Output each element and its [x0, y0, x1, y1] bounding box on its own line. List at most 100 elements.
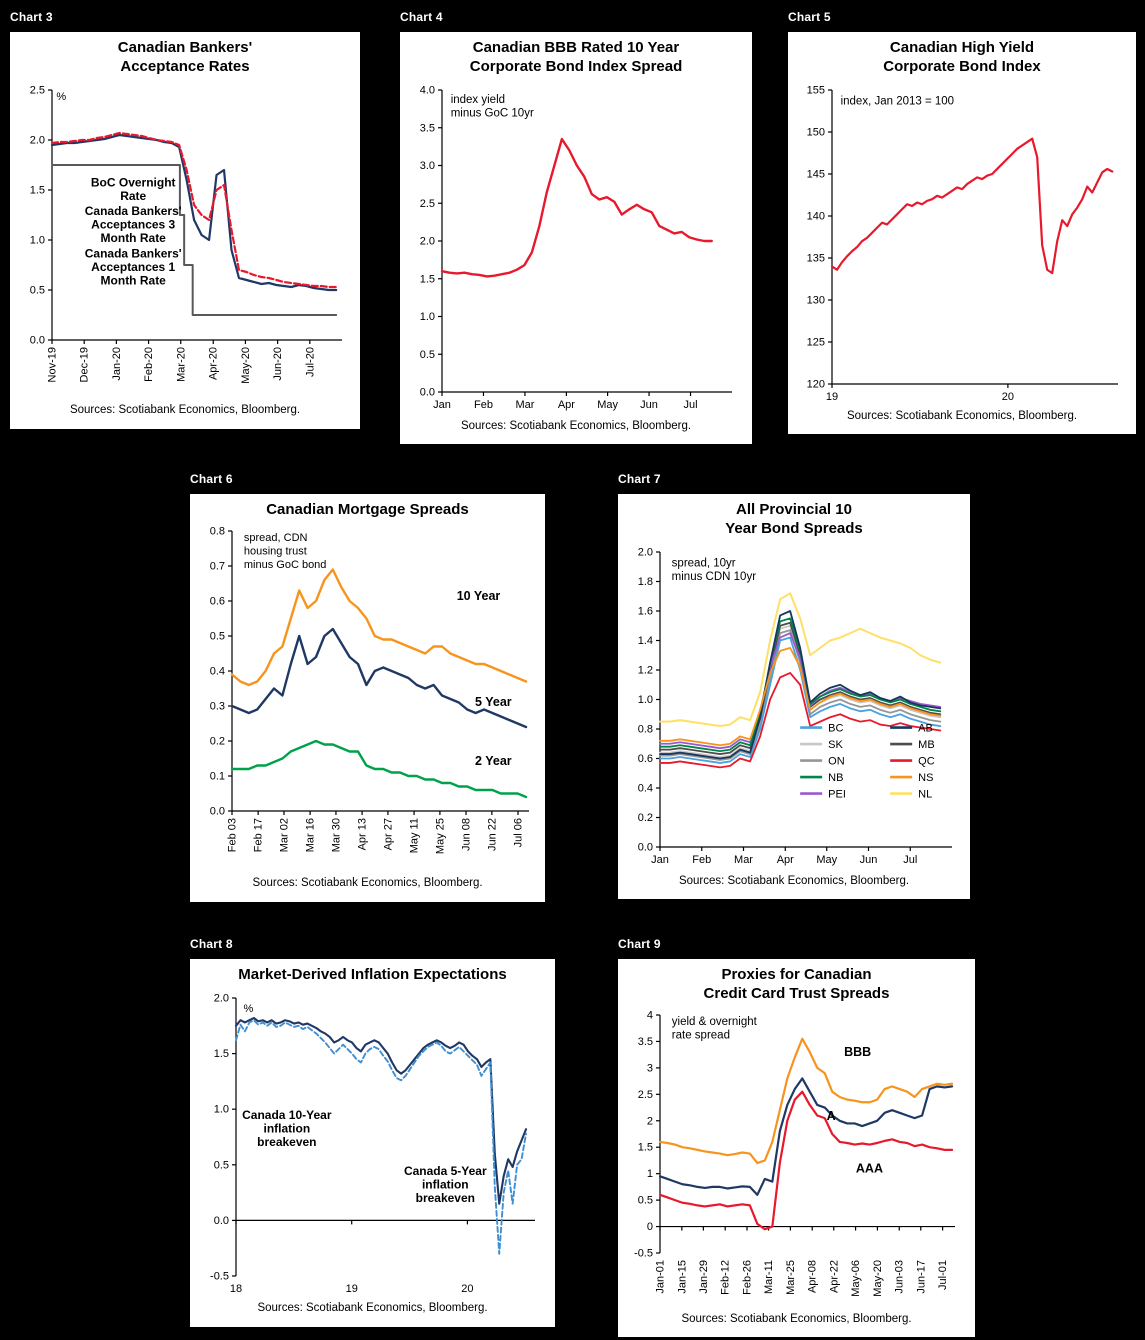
svg-text:19: 19	[346, 1283, 358, 1295]
svg-text:Jan-15: Jan-15	[676, 1260, 688, 1294]
svg-text:%: %	[243, 1003, 253, 1015]
svg-text:4.0: 4.0	[420, 85, 435, 97]
svg-text:Jan-20: Jan-20	[111, 347, 123, 381]
svg-text:19: 19	[826, 391, 838, 403]
chart-4-label: Chart 4	[400, 10, 443, 24]
chart-7-card: All Provincial 10 Year Bond Spreads 0.0 0…	[618, 494, 970, 899]
chart-8-panel: Chart 8 Market-Derived Inflation Expecta…	[190, 937, 555, 1327]
svg-text:Jan: Jan	[433, 399, 451, 411]
chart-3-title: Canadian Bankers' Acceptance Rates	[117, 39, 253, 75]
svg-text:Jan: Jan	[651, 854, 669, 866]
svg-text:NL: NL	[918, 789, 932, 801]
svg-text:Jan-29: Jan-29	[698, 1260, 710, 1294]
svg-text:May: May	[597, 399, 618, 411]
svg-text:Mar-20: Mar-20	[175, 347, 187, 382]
chart-3-label: Chart 3	[10, 10, 53, 24]
chart-5-card: Canadian High Yield Corporate Bond Index…	[788, 32, 1136, 434]
svg-text:Jun-03: Jun-03	[894, 1260, 906, 1294]
svg-text:A: A	[827, 1109, 836, 1123]
svg-text:Jun-20: Jun-20	[272, 347, 284, 381]
chart-9-label: Chart 9	[618, 937, 661, 951]
svg-text:2.5: 2.5	[30, 85, 45, 97]
svg-text:AAA: AAA	[856, 1162, 883, 1176]
svg-text:0.4: 0.4	[210, 666, 225, 678]
chart-6-label: Chart 6	[190, 472, 233, 486]
svg-text:2.0: 2.0	[420, 236, 435, 248]
svg-text:0.5: 0.5	[210, 631, 225, 643]
svg-text:BC: BC	[828, 723, 843, 735]
svg-text:3.5: 3.5	[638, 1036, 653, 1048]
svg-text:Jun 08: Jun 08	[461, 818, 473, 851]
svg-text:130: 130	[807, 295, 825, 307]
chart-9-panel: Chart 9 Proxies for Canadian Credit Card…	[618, 937, 975, 1337]
svg-text:QC: QC	[918, 756, 935, 768]
svg-text:Feb: Feb	[474, 399, 493, 411]
chart-5-title: Canadian High Yield Corporate Bond Index	[883, 39, 1041, 75]
svg-text:index, Jan 2013 = 100: index, Jan 2013 = 100	[841, 95, 955, 107]
chart-9-plot: -0.5 0 0.5 1 1.5 2 2.5 3 3.5 4 Jan-01 Jan-15 Jan-29 F…	[634, 1010, 955, 1297]
svg-text:Mar: Mar	[734, 854, 753, 866]
svg-text:10 Year: 10 Year	[457, 589, 501, 603]
chart-7-label: Chart 7	[618, 472, 661, 486]
chart-8-title: Market-Derived Inflation Expectations	[238, 966, 507, 983]
svg-text:Jul-20: Jul-20	[304, 347, 316, 377]
svg-text:PEI: PEI	[828, 789, 846, 801]
svg-text:Apr 27: Apr 27	[382, 818, 394, 850]
chart-3-plot: 0.0 0.5 1.0 1.5 2.0 2.5 Nov-19 Dec-19 Jan-20 Feb-…	[30, 85, 342, 384]
svg-text:1.5: 1.5	[30, 185, 45, 197]
chart-5-panel: Chart 5 Canadian High Yield Corporate Bo…	[788, 10, 1136, 434]
chart-4-panel: Chart 4 Canadian BBB Rated 10 Year Corpo…	[400, 10, 752, 444]
svg-text:Jun: Jun	[860, 854, 878, 866]
svg-text:2.0: 2.0	[30, 135, 45, 147]
svg-text:ON: ON	[828, 756, 845, 768]
svg-text:1.4: 1.4	[638, 635, 653, 647]
chart-4-plot: 0.0 0.5 1.0 1.5 2.0 2.5 3.0 3.5 4.0 Jan Feb Mar Apr M…	[420, 85, 732, 411]
chart-7-sources: Sources: Scotiabank Economics, Bloomberg…	[678, 875, 910, 887]
svg-text:0.3: 0.3	[210, 701, 225, 713]
svg-text:-0.5: -0.5	[634, 1248, 653, 1260]
svg-text:1.0: 1.0	[30, 235, 45, 247]
chart-5-plot: 120 125 130 135 140 145 150 155 19 20 index, Jan 2…	[807, 85, 1118, 403]
chart-9-card: Proxies for Canadian Credit Card Trust S…	[618, 959, 975, 1337]
chart-8-card: Market-Derived Inflation Expectations -0…	[190, 959, 555, 1327]
svg-text:Mar-25: Mar-25	[785, 1260, 797, 1295]
chart-3-panel: Chart 3 Canadian Bankers' Acceptance Rat…	[10, 10, 360, 429]
svg-text:BBB: BBB	[844, 1045, 871, 1059]
svg-text:May-06: May-06	[850, 1260, 862, 1297]
svg-text:0.8: 0.8	[638, 724, 653, 736]
svg-text:0.6: 0.6	[210, 596, 225, 608]
svg-text:0: 0	[647, 1221, 653, 1233]
chart-7-panel: Chart 7 All Provincial 10 Year Bond Spre…	[618, 472, 970, 899]
chart-9-title: Proxies for Canadian Credit Card Trust S…	[703, 966, 890, 1002]
svg-text:155: 155	[807, 85, 825, 97]
svg-text:AB: AB	[918, 723, 933, 735]
svg-text:1.0: 1.0	[214, 1104, 229, 1116]
svg-text:3: 3	[647, 1062, 653, 1074]
svg-text:May-20: May-20	[240, 347, 252, 384]
svg-text:3.5: 3.5	[420, 122, 435, 134]
svg-text:Apr-20: Apr-20	[208, 347, 220, 380]
svg-text:0.5: 0.5	[638, 1195, 653, 1207]
svg-text:Jun: Jun	[640, 399, 658, 411]
svg-text:Apr-22: Apr-22	[828, 1260, 840, 1293]
svg-text:1.0: 1.0	[420, 311, 435, 323]
svg-text:2.5: 2.5	[420, 198, 435, 210]
svg-text:May 25: May 25	[434, 818, 446, 854]
svg-text:Nov-19: Nov-19	[47, 347, 59, 382]
svg-text:145: 145	[807, 169, 825, 181]
svg-text:Feb-26: Feb-26	[742, 1260, 754, 1295]
svg-text:1: 1	[647, 1168, 653, 1180]
chart-7-plot: 0.0 0.2 0.4 0.6 0.8 1.0 1.2 1.4 1.6 1.8 2.0 Jan Feb M…	[638, 547, 952, 866]
svg-text:Jul 06: Jul 06	[513, 818, 525, 847]
svg-text:0.2: 0.2	[638, 812, 653, 824]
svg-text:0.0: 0.0	[420, 387, 435, 399]
chart-5-sources: Sources: Scotiabank Economics, Bloomberg…	[846, 410, 1078, 422]
chart-5-label: Chart 5	[788, 10, 831, 24]
chart-6-panel: Chart 6 Canadian Mortgage Spreads 0.0 0.1…	[190, 472, 545, 902]
svg-text:120: 120	[807, 379, 825, 391]
